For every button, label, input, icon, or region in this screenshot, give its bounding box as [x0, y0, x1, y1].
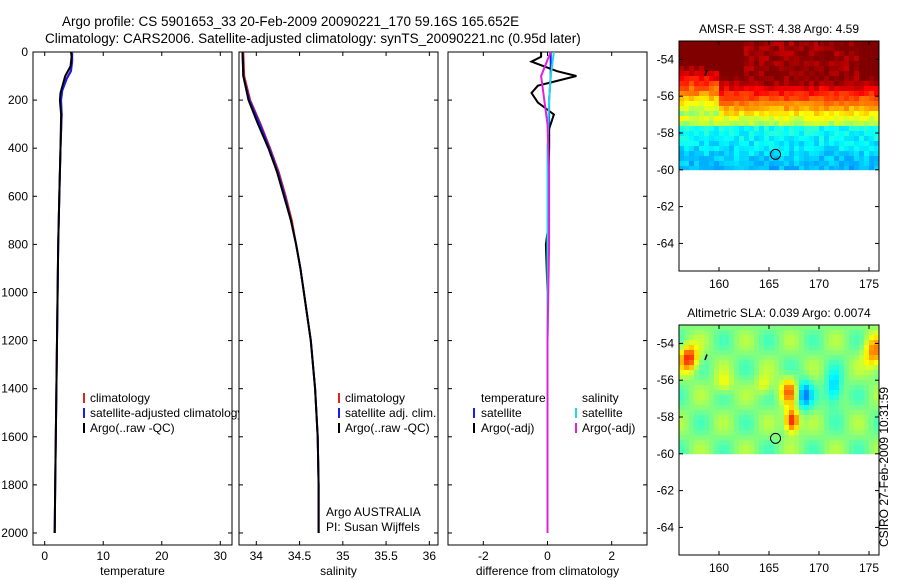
- x-axis-label: temperature: [100, 564, 165, 578]
- map-heatmap: [679, 41, 880, 171]
- pi-label: PI: Susan Wijffels: [326, 520, 420, 534]
- x-tick-label: 34: [250, 549, 264, 563]
- x-axis-label: salinity: [320, 564, 357, 578]
- csiro-timestamp: CSIRO 27-Feb-2009 10:31:59: [877, 387, 891, 547]
- x-tick-label: 2: [608, 549, 615, 563]
- map-frame: [678, 40, 880, 272]
- y-tick-label: -62: [657, 484, 675, 498]
- x-tick-label: 34.5: [288, 549, 312, 563]
- y-tick-label: 600: [8, 189, 28, 203]
- y-tick-label: 1600: [1, 430, 28, 444]
- y-tick-label: -54: [657, 336, 675, 350]
- map-frame: [678, 324, 880, 556]
- y-tick-label: -64: [657, 236, 675, 250]
- plot-frame: [32, 51, 233, 546]
- x-tick-label: 0: [41, 549, 48, 563]
- y-tick-label: -64: [657, 520, 675, 534]
- x-tick-label: 20: [155, 549, 169, 563]
- y-tick-label: 1000: [1, 285, 28, 299]
- series-line-argo-raw-qc-: [241, 51, 320, 533]
- y-tick-label: 1400: [1, 382, 28, 396]
- legend-entry: Argo(..raw -QC): [345, 421, 430, 435]
- y-tick-label: -56: [657, 89, 675, 103]
- legend-entry: climatology: [345, 391, 405, 405]
- legend-entry: satellite: [582, 406, 623, 420]
- y-tick-label: 400: [8, 141, 28, 155]
- legend-entry: Argo(..raw -QC): [90, 421, 175, 435]
- x-tick-label: 30: [214, 549, 228, 563]
- x-tick-label: 35: [336, 549, 350, 563]
- y-tick-label: -62: [657, 200, 675, 214]
- y-tick-label: -60: [657, 447, 675, 461]
- y-tick-label: -58: [657, 410, 675, 424]
- y-tick-label: 200: [8, 93, 28, 107]
- title-line-2: Climatology: CARS2006. Satellite-adjuste…: [45, 31, 581, 46]
- x-tick-label: 0: [544, 549, 551, 563]
- legend-entry: satellite: [481, 406, 522, 420]
- y-tick-label: -56: [657, 373, 675, 387]
- sla-map-panel: 160 165 170 175 -54 -56 -58 -60 -62 -64 Altimetric…: [657, 306, 880, 575]
- x-tick-label: 175: [859, 561, 879, 575]
- x-tick-label: 35.5: [374, 549, 398, 563]
- title-line-1: Argo profile: CS 5901653_33 20-Feb-2009 …: [62, 14, 519, 29]
- x-tick-label: 36: [423, 549, 437, 563]
- legend-entry: satellite adj. clim.: [345, 406, 436, 420]
- series-line-argo-raw-qc-: [53, 51, 73, 534]
- legend-entry: satellite-adjusted climatology: [90, 406, 243, 420]
- x-tick-label: 170: [809, 561, 829, 575]
- y-tick-label: -58: [657, 126, 675, 140]
- island-mark: [704, 354, 708, 361]
- island-mark: [704, 70, 708, 77]
- y-tick-label: 2000: [1, 526, 28, 540]
- x-tick-label: 160: [709, 561, 729, 575]
- legend-entry: climatology: [90, 391, 150, 405]
- argo-position-marker: [770, 432, 782, 444]
- x-tick-label: 165: [759, 561, 779, 575]
- x-tick-label: -2: [478, 549, 489, 563]
- x-tick-label: 160: [709, 277, 729, 291]
- y-tick-label: -54: [657, 52, 675, 66]
- sst-map-panel: 160 165 170 175 -54 -56 -58 -60 -62 -64 AMSR-E SST…: [657, 22, 880, 291]
- x-tick-label: 170: [809, 277, 829, 291]
- x-axis-label: difference from climatology: [476, 564, 619, 578]
- series-line-salinity-argo-adj-: [540, 51, 552, 533]
- legend-header: salinity: [582, 391, 619, 405]
- map-heatmap: [679, 325, 880, 455]
- map-title: Altimetric SLA: 0.039 Argo: 0.0074: [687, 306, 871, 320]
- argo-position-marker: [770, 148, 782, 160]
- y-tick-label: 1200: [1, 334, 28, 348]
- x-tick-label: 165: [759, 277, 779, 291]
- legend-header: temperature: [481, 391, 546, 405]
- y-tick-label: 800: [8, 237, 28, 251]
- x-tick-label: 175: [859, 277, 879, 291]
- legend-entry: Argo(-adj): [582, 421, 635, 435]
- x-tick-label: 10: [97, 549, 111, 563]
- y-tick-label: 1800: [1, 478, 28, 492]
- y-tick-label: -60: [657, 163, 675, 177]
- argo-australia-label: Argo AUSTRALIA: [326, 505, 421, 519]
- y-tick-label: 0: [21, 45, 28, 59]
- legend-entry: Argo(-adj): [481, 421, 534, 435]
- map-title: AMSR-E SST: 4.38 Argo: 4.59: [699, 22, 859, 36]
- plot-frame: [238, 51, 439, 546]
- temperature-panel: 0 10 20 30 0 200 400 600 800 1000 1200 1400 1600 1800…: [1, 45, 243, 578]
- salinity-panel: 34 34.5 35 35.5 36 salinity climatologysatelli…: [238, 51, 439, 578]
